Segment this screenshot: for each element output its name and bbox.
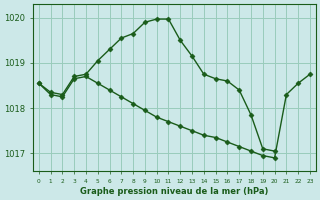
X-axis label: Graphe pression niveau de la mer (hPa): Graphe pression niveau de la mer (hPa) bbox=[80, 187, 268, 196]
